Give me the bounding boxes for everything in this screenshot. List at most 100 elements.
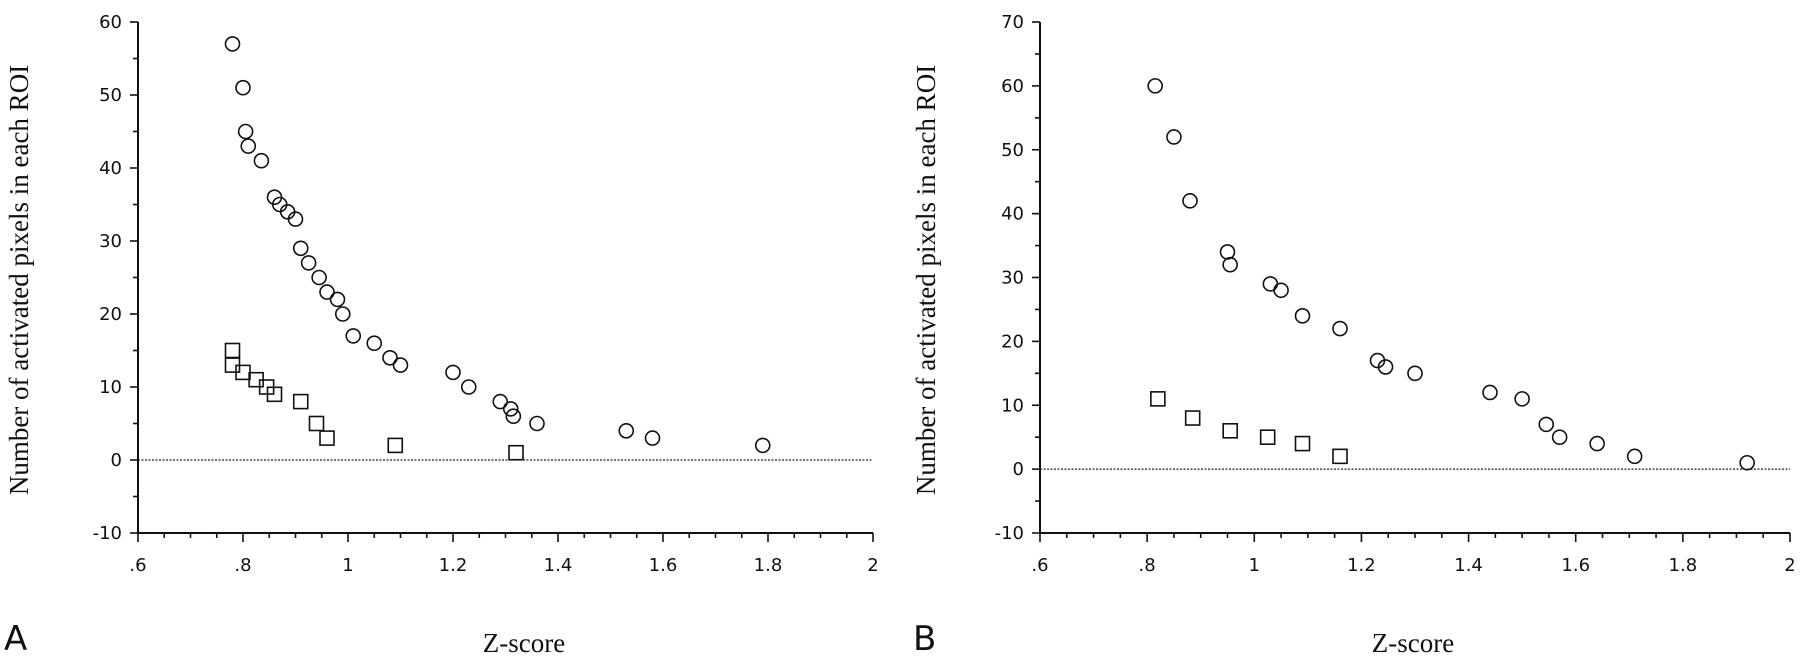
panel-b-y-tick-label: 10	[1001, 395, 1024, 416]
panel-a-x-axis-title: Z-score	[483, 628, 565, 658]
panel-b-circle-point	[1551, 429, 1568, 445]
panel-a-circle-point	[392, 357, 409, 373]
panel-b-x-axis-title: Z-score	[1372, 628, 1454, 658]
panel-a-circle-point	[334, 306, 351, 322]
panel-a-square-point	[292, 393, 309, 410]
panel-b-circle-point	[1182, 193, 1198, 209]
panel-b: -10 0 10 20 30 40 50 60 70 .6 .8 1 1.2 1.4 1.6 1.8 2 Z-s…	[911, 12, 1796, 659]
panel-a-circle-point	[618, 422, 635, 439]
panel-b-circle-point	[1538, 416, 1555, 433]
panel-a-y-tick-label: 10	[99, 377, 122, 398]
panel-b-circle-point	[1273, 282, 1289, 299]
panel-a-circle-point	[492, 393, 509, 410]
panel-b-circle-point	[1589, 435, 1605, 452]
panel-b-x-tick-label: 2	[1784, 555, 1795, 576]
panel-b-tick-labels: -10 0 10 20 30 40 50 60 70 .6 .8 1 1.2 1.4 1.6 1.8 2	[995, 12, 1796, 576]
panel-a-circle-point	[460, 379, 477, 395]
panel-b-markers	[1147, 78, 1755, 471]
panel-b-axes	[1039, 22, 1790, 534]
panel-b-square-point	[1294, 435, 1311, 452]
panel-a-circle-point	[445, 364, 461, 381]
panel-a-letter: A	[4, 619, 27, 659]
panel-a-x-tick-label: .8	[234, 555, 251, 576]
panel-a-x-tick-label: 2	[867, 555, 878, 576]
panel-a-circle-point	[366, 335, 383, 352]
panel-a-circle-point	[345, 328, 362, 344]
panel-b-y-axis-title: Number of activated pixels in each ROI	[911, 65, 941, 495]
panel-a-square-point	[319, 430, 335, 446]
panel-b-square-point	[1332, 448, 1348, 465]
panel-a-circle-point	[382, 349, 398, 366]
panel-b-y-tick-label: 0	[1013, 459, 1024, 480]
panel-b-circle-point	[1222, 256, 1238, 273]
panel-b-circle-point	[1377, 359, 1394, 375]
panel-a-circle-point	[253, 152, 270, 169]
panel-a-circle-point	[240, 138, 257, 154]
panel-a-circle-point	[287, 211, 304, 227]
panel-b-x-tick-label: .8	[1139, 555, 1156, 576]
panel-a-y-tick-label: 20	[99, 304, 122, 325]
panel-a-square-point	[308, 415, 325, 432]
panel-b-x-tick-label: .6	[1031, 555, 1048, 576]
panel-b-circle-point	[1482, 384, 1498, 401]
panel-b-circle-point	[1626, 448, 1643, 465]
panel-b-square-point	[1184, 410, 1201, 426]
panel-a: -10 0 10 20 30 40 50 60 .6 .8 1 1.2 1.4 1.6 1.8 2 Z-sco…	[4, 12, 879, 659]
panel-b-circle-point	[1147, 78, 1163, 94]
panel-b-square-point	[1259, 429, 1276, 445]
panel-a-tick-labels: -10 0 10 20 30 40 50 60 .6 .8 1 1.2 1.4 1.6 1.8 2	[93, 12, 879, 576]
panel-b-circle-point	[1294, 308, 1311, 324]
panel-a-x-tick-label: 1.2	[439, 555, 468, 576]
panel-b-circle-point	[1514, 391, 1530, 407]
panel-a-x-tick-label: 1.6	[649, 555, 678, 576]
panel-a-y-tick-label: 40	[99, 158, 122, 179]
panel-a-x-tick-label: .6	[129, 555, 146, 576]
panel-b-circle-point	[1262, 276, 1279, 292]
panel-a-axes	[137, 22, 873, 534]
panel-a-circle-point	[279, 204, 296, 220]
panel-b-y-tick-label: 20	[1001, 331, 1024, 352]
panel-b-circle-point	[1739, 454, 1755, 471]
panel-a-circle-point	[292, 240, 309, 257]
panel-a-x-tick-label: 1.4	[544, 555, 573, 576]
panel-b-circle-point	[1219, 244, 1236, 260]
panel-b-y-tick-label: -10	[995, 523, 1024, 544]
panel-b-x-tick-label: 1.6	[1561, 555, 1590, 576]
panel-b-x-tick-label: 1.4	[1454, 555, 1483, 576]
panel-a-square-point	[387, 437, 404, 454]
panel-a-circle-point	[237, 123, 254, 140]
panel-a-y-tick-label: 50	[99, 85, 122, 106]
panel-a-circle-point	[754, 437, 771, 454]
panel-b-y-tick-label: 70	[1001, 12, 1024, 33]
panel-b-x-tick-label: 1.2	[1347, 555, 1376, 576]
panel-b-circle-point	[1407, 365, 1423, 382]
panel-a-square-point	[224, 342, 241, 359]
panel-a-circle-point	[644, 430, 661, 446]
panel-a-circle-point	[319, 284, 335, 300]
panel-a-y-axis-title: Number of activated pixels in each ROI	[4, 65, 34, 495]
panel-a-y-tick-label: -10	[93, 523, 122, 544]
panel-a-square-point	[508, 444, 524, 461]
panel-b-y-tick-label: 50	[1001, 140, 1024, 161]
panel-b-square-point	[1222, 422, 1238, 439]
panel-b-y-tick-label: 60	[1001, 76, 1024, 97]
panel-b-y-tick-label: 30	[1001, 268, 1024, 289]
panel-b-letter: B	[913, 619, 936, 659]
panel-a-markers	[224, 36, 771, 461]
panel-b-circle-point	[1166, 129, 1182, 145]
panel-a-circle-point	[502, 401, 519, 417]
panel-b-x-tick-label: 1.8	[1669, 555, 1698, 576]
panel-a-circle-point	[311, 269, 327, 286]
panel-a-circle-point	[300, 255, 317, 271]
panel-a-circle-point	[505, 408, 522, 425]
panel-a-x-tick-label: 1.8	[754, 555, 783, 576]
panel-a-circle-point	[329, 291, 346, 308]
panel-a-y-tick-label: 30	[99, 231, 122, 252]
panel-b-circle-point	[1332, 320, 1348, 337]
panel-a-square-point	[266, 386, 283, 403]
panel-a-y-tick-label: 60	[99, 12, 122, 33]
panel-a-circle-point	[529, 415, 545, 432]
panel-a-y-tick-label: 0	[111, 450, 122, 471]
panel-a-circle-point	[235, 79, 251, 96]
